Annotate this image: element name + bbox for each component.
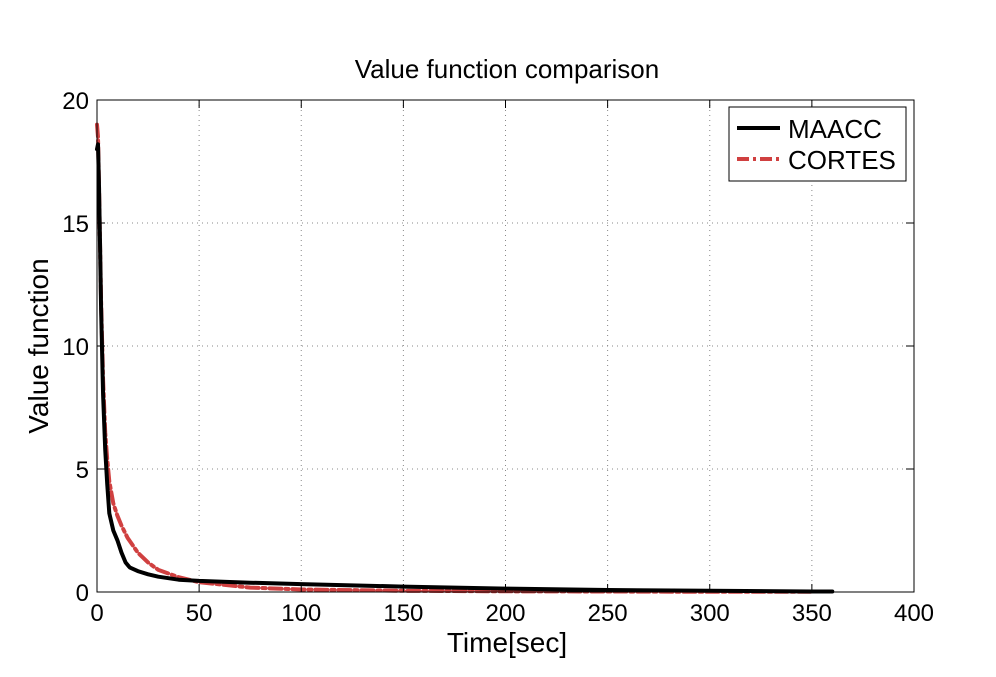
ticks: 0 50 100 150 200 250 300 350 400 0 5 10 15 20 <box>62 88 934 627</box>
grid <box>97 100 914 592</box>
legend: MAACC CORTES <box>728 106 907 182</box>
x-tick-label: 0 <box>90 600 103 627</box>
legend-label-maacc: MAACC <box>788 114 882 144</box>
x-tick-label: 350 <box>792 600 832 627</box>
x-tick-label: 300 <box>690 600 730 627</box>
legend-label-cortes: CORTES <box>788 145 896 175</box>
x-tick-label: 250 <box>588 600 628 627</box>
y-tick-label: 5 <box>76 457 89 484</box>
chart-title: Value function comparison <box>355 54 659 84</box>
x-tick-label: 200 <box>485 600 525 627</box>
legend-box <box>728 106 907 182</box>
y-tick-label: 20 <box>62 88 89 115</box>
y-axis-label: Value function <box>23 258 54 433</box>
x-axis-label: Time[sec] <box>447 627 567 658</box>
y-tick-label: 0 <box>76 580 89 607</box>
x-tick-label: 100 <box>281 600 321 627</box>
y-tick-label: 10 <box>62 334 89 361</box>
x-tick-label: 50 <box>186 600 213 627</box>
x-tick-label: 150 <box>383 600 423 627</box>
y-tick-label: 15 <box>62 211 89 238</box>
series-line-maacc <box>95 142 835 594</box>
x-tick-label: 400 <box>894 600 934 627</box>
